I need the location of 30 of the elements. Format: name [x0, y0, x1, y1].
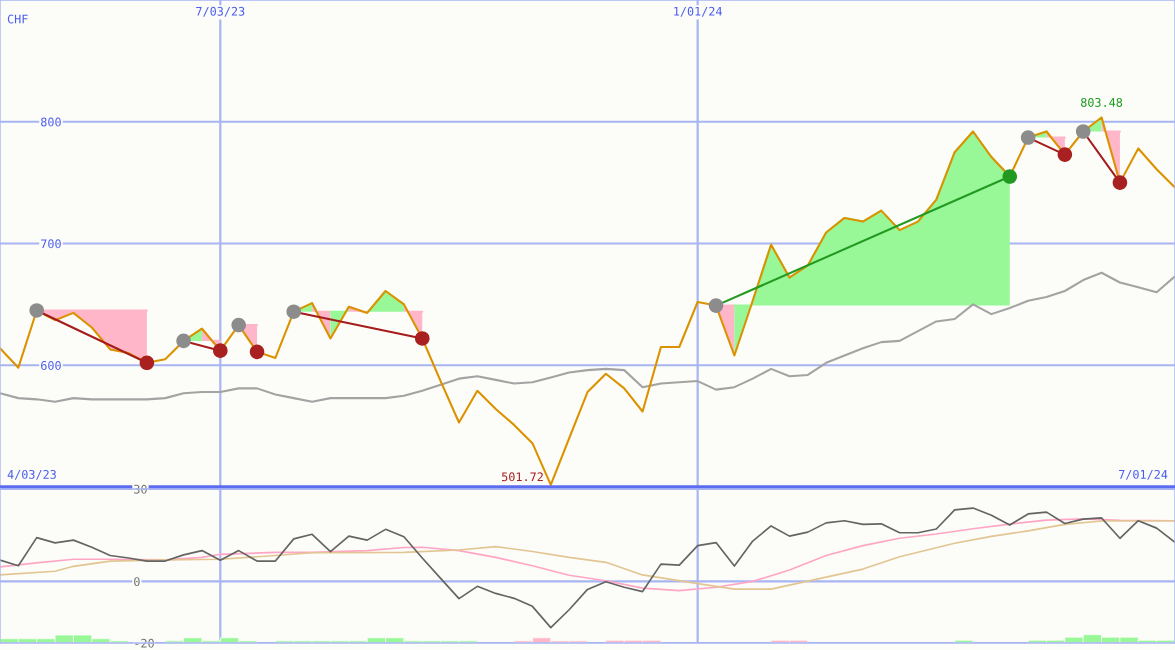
- annotation: 501.72: [502, 472, 543, 482]
- annotation: 803.48: [1080, 97, 1123, 107]
- annotation: 7/01/24: [1119, 469, 1168, 480]
- y-tick-label: -20: [135, 638, 154, 648]
- line-series: [0, 271, 1175, 403]
- point: [249, 344, 265, 360]
- y-tick-label: 800: [41, 117, 61, 127]
- point: [1020, 130, 1036, 145]
- y-tick-label: 0: [134, 577, 140, 587]
- x-tick-label: 7/03/23: [196, 6, 245, 17]
- y-tick-label: 30: [134, 484, 147, 494]
- point: [176, 333, 191, 349]
- point: [1112, 175, 1128, 190]
- point: [286, 304, 302, 319]
- point: [1002, 169, 1018, 184]
- y-tick-label: 600: [41, 361, 61, 370]
- annotation: 4/03/23: [7, 469, 56, 480]
- line-series: [0, 116, 1175, 486]
- y-axis-title: CHF: [7, 14, 28, 24]
- x-tick-label: 1/01/24: [674, 6, 722, 17]
- point: [213, 343, 228, 358]
- point: [414, 331, 430, 346]
- y-tick-label: 700: [41, 239, 61, 249]
- point: [231, 317, 246, 333]
- point: [139, 355, 155, 371]
- point: [29, 303, 44, 318]
- point: [708, 298, 724, 313]
- point: [1075, 124, 1091, 139]
- line-series: [0, 507, 1175, 629]
- point: [1057, 147, 1073, 162]
